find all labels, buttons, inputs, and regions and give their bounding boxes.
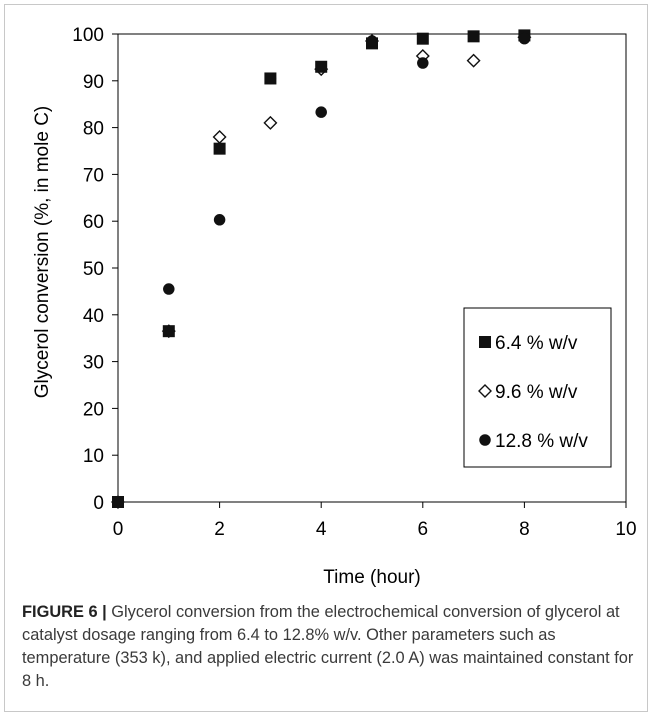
- legend-marker: [479, 434, 491, 446]
- data-point: [416, 32, 429, 45]
- x-tick-label: 10: [615, 519, 636, 540]
- legend-label: 9.6 % w/v: [495, 382, 578, 403]
- x-axis-ticks: 0 2 4 6 8 10: [113, 502, 637, 540]
- y-tick-label: 20: [83, 399, 104, 420]
- legend-label: 6.4 % w/v: [495, 333, 578, 354]
- y-tick-label: 80: [83, 119, 104, 140]
- legend-label: 12.8 % w/v: [495, 431, 588, 452]
- y-tick-label: 90: [83, 72, 104, 93]
- legend-marker: [479, 336, 491, 348]
- scatter-chart: 0 10 20 30 40 50 60 70 80 90 100 0 2 4 6 8 10 Glycerol …: [32, 25, 637, 588]
- data-point: [467, 30, 480, 43]
- y-tick-label: 70: [83, 165, 104, 186]
- data-point: [315, 60, 328, 73]
- figure-caption: FIGURE 6 | Glycerol conversion from the …: [22, 601, 637, 693]
- y-tick-label: 30: [83, 353, 104, 374]
- data-point: [315, 106, 327, 118]
- x-tick-label: 4: [316, 519, 327, 540]
- x-tick-label: 2: [214, 519, 225, 540]
- y-axis-ticks: 0 10 20 30 40 50 60 70 80 90 100: [72, 25, 118, 514]
- data-points: [111, 29, 532, 509]
- data-point: [466, 53, 481, 68]
- y-tick-label: 10: [83, 446, 104, 467]
- y-tick-label: 50: [83, 259, 104, 280]
- y-tick-label: 0: [93, 493, 104, 514]
- data-point: [518, 32, 531, 45]
- figure-caption-text: Glycerol conversion from the electrochem…: [22, 603, 634, 690]
- y-tick-label: 60: [83, 212, 104, 233]
- data-point: [162, 325, 175, 338]
- y-tick-label: 100: [72, 25, 104, 46]
- legend: 6.4 % w/v 9.6 % w/v 12.8 % w/v: [463, 307, 612, 468]
- figure-label: FIGURE 6 |: [22, 603, 107, 621]
- data-point: [264, 72, 277, 85]
- data-point: [112, 496, 124, 508]
- figure-frame: [4, 4, 648, 712]
- data-point: [212, 129, 227, 144]
- y-axis-label: Glycerol conversion (%, in mole C): [32, 106, 53, 398]
- legend-marker: [478, 384, 492, 398]
- data-point: [163, 283, 175, 295]
- x-axis-label: Time (hour): [323, 567, 420, 588]
- data-point: [263, 115, 278, 130]
- plot-area: [117, 33, 627, 503]
- x-tick-label: 8: [519, 519, 530, 540]
- y-tick-label: 40: [83, 306, 104, 327]
- data-point: [417, 57, 429, 69]
- x-tick-label: 6: [418, 519, 429, 540]
- data-point: [366, 35, 378, 47]
- x-tick-label: 0: [113, 519, 124, 540]
- data-point: [213, 214, 226, 226]
- data-point: [213, 142, 226, 155]
